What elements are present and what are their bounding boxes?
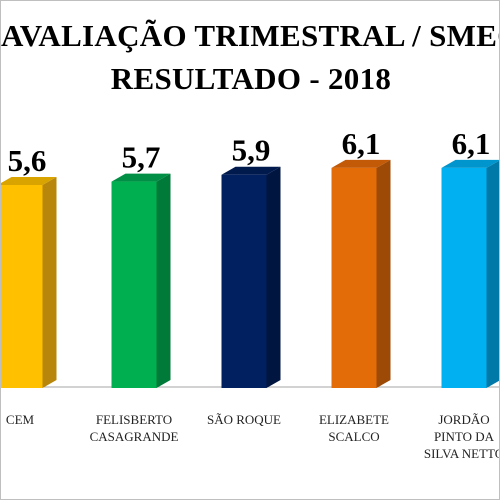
data-label: 5,7 <box>122 140 161 175</box>
data-label: 6,1 <box>452 126 491 161</box>
category-label-line: ELIZABETE <box>319 412 389 427</box>
bar <box>331 159 391 388</box>
category-label: SÃO ROQUE <box>207 412 281 427</box>
data-label: 6,1 <box>342 126 381 161</box>
bar-side <box>42 177 57 388</box>
bar-top <box>1 177 57 185</box>
bar-side <box>486 160 499 388</box>
bar <box>221 166 281 388</box>
bar-front <box>331 167 377 388</box>
data-label: 5,6 <box>8 143 47 178</box>
chart-title-line-1: AVALIAÇÃO TRIMESTRAL / SMEC <box>1 18 500 53</box>
category-label-line: CEM <box>6 412 35 427</box>
category-label-line: CASAGRANDE <box>90 429 179 444</box>
bar <box>111 173 171 388</box>
category-label-line: JORDÃO <box>438 412 489 427</box>
bar <box>1 177 57 388</box>
category-label: ELIZABETE SCALCO <box>319 412 389 444</box>
category-label: FELISBERTO CASAGRANDE <box>90 412 179 444</box>
category-label-line: FELISBERTO <box>96 412 172 427</box>
bar <box>441 159 499 388</box>
bar-side <box>376 159 391 388</box>
bar-front <box>221 174 267 388</box>
category-label-line: SCALCO <box>328 429 379 444</box>
category-label-line: PINTO DA <box>434 429 495 444</box>
category-label: JORDÃO PINTO DA SILVA NETTO <box>424 412 500 461</box>
bar-top <box>111 173 171 182</box>
bar-top <box>441 159 499 168</box>
category-label-line: SILVA NETTO <box>424 446 500 461</box>
bar-front <box>111 181 157 388</box>
chart-title-line-2: RESULTADO - 2018 <box>110 61 392 96</box>
bar-front <box>441 167 487 388</box>
bar-front <box>1 185 43 388</box>
bar-top <box>331 159 391 168</box>
category-label: CEM <box>6 412 35 427</box>
data-label: 5,9 <box>232 133 271 168</box>
bar-top <box>221 166 281 175</box>
bar-side <box>266 166 281 388</box>
bar-side <box>156 173 171 388</box>
category-label-line: SÃO ROQUE <box>207 412 281 427</box>
